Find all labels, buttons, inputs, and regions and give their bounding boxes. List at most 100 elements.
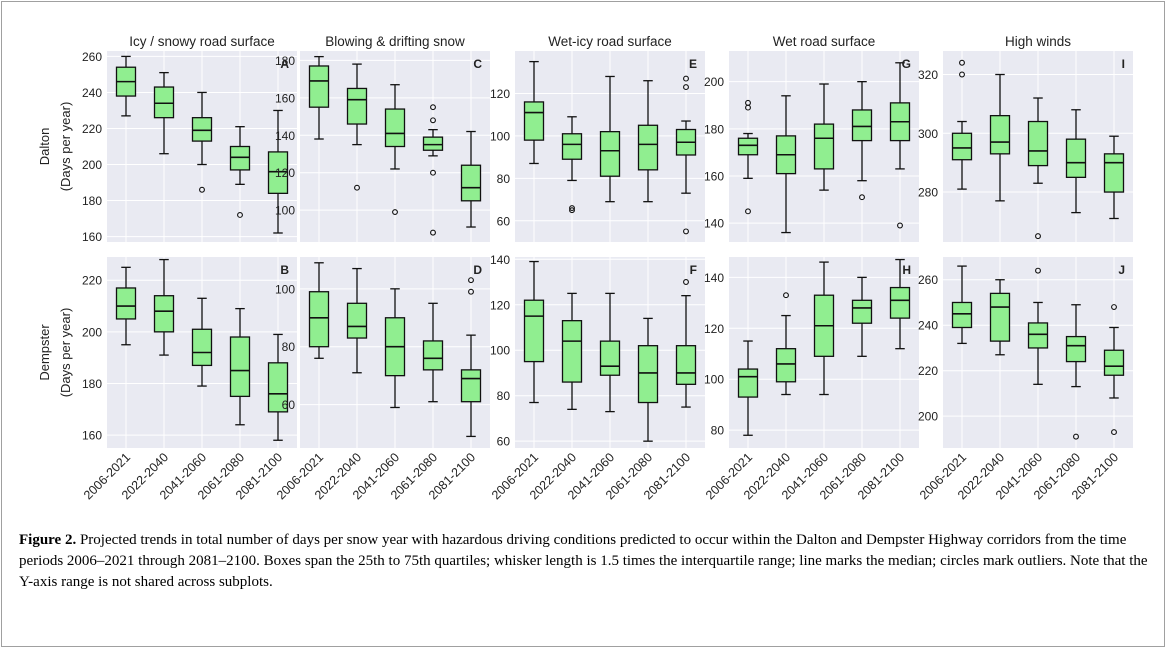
y-tick-label: 180 <box>82 194 102 208</box>
y-tick-label: 180 <box>704 122 724 136</box>
box-iqr <box>1065 335 1087 363</box>
outlier-point <box>430 117 436 124</box>
y-tick-label: 220 <box>82 122 102 136</box>
y-tick-label: 160 <box>275 91 295 105</box>
y-tick-label: 300 <box>918 127 938 141</box>
outlier-point <box>745 208 751 215</box>
outlier-point <box>354 184 360 191</box>
y-tick-label: 100 <box>490 344 510 358</box>
box-iqr <box>422 340 444 371</box>
y-tick-label: 240 <box>82 86 102 100</box>
outlier-point <box>1035 267 1041 274</box>
y-tick-label: 140 <box>704 217 724 231</box>
panel-letter: H <box>902 263 911 277</box>
box-iqr <box>267 362 289 413</box>
box-iqr <box>851 109 873 142</box>
column-title: Blowing & drifting snow <box>325 34 465 49</box>
box-iqr <box>229 336 251 398</box>
outlier-point <box>859 194 865 201</box>
y-tick-label: 280 <box>918 186 938 200</box>
outlier-point <box>430 169 436 176</box>
box-iqr <box>989 292 1011 342</box>
y-tick-label: 80 <box>711 424 725 438</box>
outlier-point <box>569 207 575 214</box>
box-iqr <box>637 345 659 404</box>
outlier-point <box>199 186 205 193</box>
y-tick-label: 200 <box>82 158 102 172</box>
outlier-point <box>468 288 474 295</box>
outlier-point <box>683 84 689 91</box>
outlier-point <box>897 222 903 229</box>
y-tick-label: 200 <box>704 75 724 89</box>
box-iqr <box>1103 349 1125 376</box>
panel-letter: F <box>690 263 697 277</box>
y-tick-label: 260 <box>82 50 102 64</box>
box-iqr <box>1103 153 1125 193</box>
panel-letter: J <box>1118 263 1125 277</box>
outlier-point <box>1111 304 1117 310</box>
y-tick-label: 200 <box>918 410 938 424</box>
outlier-point <box>683 75 689 82</box>
column-title: Wet-icy road surface <box>548 34 672 49</box>
box-iqr <box>523 299 545 363</box>
box-iqr <box>561 320 583 383</box>
y-tick-label: 240 <box>918 319 938 333</box>
panel-I: 280 300 320 I <box>918 51 1133 242</box>
box-iqr <box>267 151 289 194</box>
outlier-point <box>1111 429 1117 436</box>
y-tick-label: 100 <box>275 282 295 296</box>
y-tick-label: 160 <box>704 169 724 183</box>
y-tick-label: 260 <box>918 273 938 287</box>
boxplot-figure: Icy / snowy road surface Blowing & drifti… <box>37 34 1133 502</box>
outlier-point <box>569 205 575 211</box>
box-iqr <box>813 123 835 170</box>
box-iqr <box>851 299 873 324</box>
box-iqr <box>346 87 368 125</box>
box-iqr <box>460 164 482 202</box>
y-tick-label: 100 <box>704 373 724 387</box>
box-iqr <box>889 286 911 319</box>
outlier-point <box>430 229 436 236</box>
y-tick-label: 60 <box>282 398 296 412</box>
panel-D: 6080100D2006-20212022-20402041-20602061-… <box>274 257 490 502</box>
y-axis-label: (Days per year) <box>58 102 73 192</box>
y-tick-label: 100 <box>275 204 295 218</box>
figure-caption: Figure 2. Projected trends in total numb… <box>19 530 1154 593</box>
panel-letter: A <box>280 57 289 71</box>
outlier-point <box>430 104 436 111</box>
y-tick-label: 120 <box>490 298 510 312</box>
box-iqr <box>523 101 545 141</box>
box-iqr <box>1065 138 1087 179</box>
outlier-point <box>745 104 751 111</box>
y-tick-label: 320 <box>918 68 938 82</box>
box-iqr <box>675 345 697 385</box>
y-tick-label: 60 <box>497 214 511 228</box>
box-iqr <box>737 368 759 398</box>
panel-letter: E <box>689 57 697 71</box>
column-title: Wet road surface <box>773 34 876 49</box>
column-title: High winds <box>1005 34 1071 49</box>
panel-H: 80100120140H2006-20212022-20402041-20602… <box>703 257 919 502</box>
box-iqr <box>191 328 213 367</box>
y-tick-label: 120 <box>704 322 724 336</box>
panel-G: 140 160 180 200 G <box>704 51 919 242</box>
y-tick-label: 220 <box>918 364 938 378</box>
y-tick-label: 60 <box>497 435 511 449</box>
y-tick-label: 140 <box>704 271 724 285</box>
outlier-point <box>683 279 689 285</box>
box-iqr <box>153 295 175 333</box>
box-iqr <box>599 130 621 177</box>
panel-letter: I <box>1122 57 1125 71</box>
y-tick-label: 80 <box>497 389 511 403</box>
outlier-point <box>959 59 965 66</box>
panel-letter: D <box>473 263 482 277</box>
box-iqr <box>422 136 444 151</box>
panel-letter: C <box>473 57 482 71</box>
box-iqr <box>153 86 175 119</box>
box-iqr <box>460 369 482 403</box>
outlier-point <box>959 71 965 78</box>
box-iqr <box>346 302 368 339</box>
box-iqr <box>384 108 406 148</box>
box-iqr <box>561 133 583 160</box>
